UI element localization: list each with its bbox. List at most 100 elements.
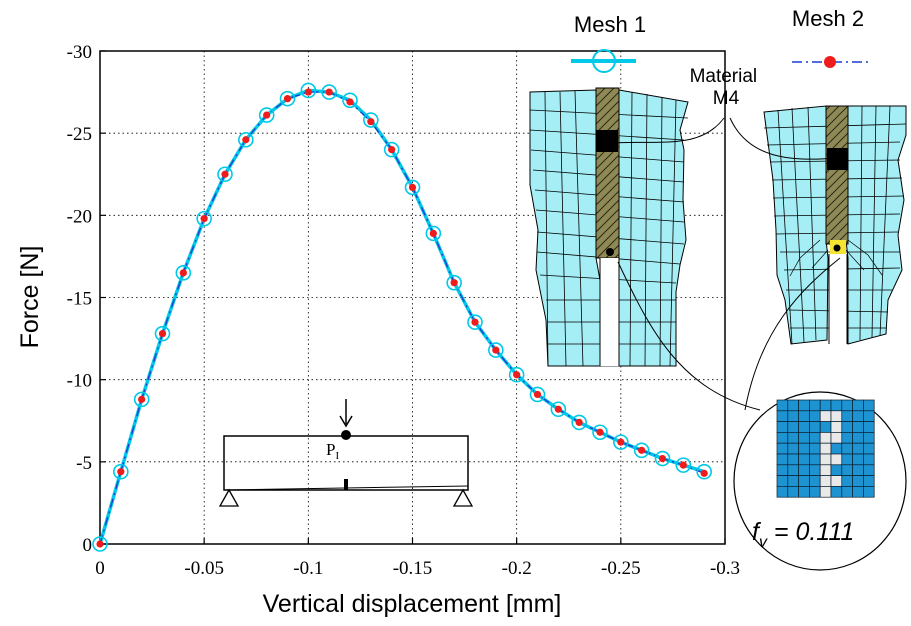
- mesh-1-drawing: [529, 87, 725, 367]
- x-tick-label: -0.25: [601, 558, 641, 579]
- magnified-cell: [809, 486, 821, 498]
- data-point-mesh-2: [96, 540, 104, 548]
- magnified-cell: [830, 421, 843, 433]
- data-point-mesh-1: [383, 141, 400, 158]
- data-point-mesh-1: [550, 401, 567, 418]
- inset-leader-2: [744, 257, 841, 411]
- magnified-cell: [819, 475, 832, 487]
- magnified-cell: [787, 464, 799, 476]
- data-point-mesh-1: [342, 92, 358, 109]
- data-point-mesh-1: [238, 131, 254, 148]
- series-lines: [98, 88, 705, 545]
- data-point-mesh-2: [658, 454, 667, 463]
- x-tick-label: 0: [95, 558, 105, 579]
- y-tick-label: -30: [67, 42, 92, 63]
- magnified-cell: [819, 410, 832, 422]
- legend-label-mesh-1: Mesh 1: [574, 12, 646, 37]
- data-point-mesh-2: [304, 88, 312, 96]
- magnified-cell: [819, 464, 832, 476]
- data-point-mesh-1: [404, 179, 421, 196]
- magnified-cell: [798, 486, 810, 498]
- data-point-mesh-2: [200, 215, 208, 223]
- y-axis-label: Force [N]: [16, 246, 44, 349]
- data-point-mesh-2: [158, 330, 167, 338]
- data-point-mesh-1: [92, 536, 108, 552]
- data-point-mesh-1: [446, 274, 462, 291]
- magnified-cell: [787, 399, 799, 412]
- magnified-cell: [776, 410, 789, 422]
- magnified-cell: [841, 399, 853, 412]
- y-tick-label: -25: [67, 124, 92, 145]
- magnified-cell: [776, 421, 789, 433]
- left-support: [218, 488, 240, 507]
- mesh-1-crack-tip: [606, 248, 614, 256]
- magnified-cell: [852, 442, 864, 455]
- magnified-cell: [841, 486, 853, 498]
- magnified-cell: [809, 432, 821, 444]
- magnified-cell: [787, 475, 799, 487]
- x-tick-label: -0.05: [184, 558, 224, 579]
- magnified-cell: [776, 399, 789, 412]
- material-label-line-2: M4: [713, 88, 740, 109]
- load-point: [341, 430, 351, 440]
- magnified-cell: [776, 432, 789, 444]
- magnified-cell: [863, 421, 875, 433]
- y-tick-label: -15: [67, 289, 92, 310]
- magnified-cell: [776, 475, 789, 487]
- magnified-cell: [819, 432, 832, 444]
- legend-label-mesh-2: Mesh 2: [792, 6, 864, 31]
- magnified-cell: [841, 453, 853, 466]
- magnified-cell: [809, 453, 821, 466]
- material-label: Material M4: [690, 66, 763, 109]
- magnified-cell: [852, 464, 864, 476]
- magnified-cell: [819, 486, 832, 498]
- magnified-cell: [776, 453, 789, 466]
- magnified-cell: [863, 486, 875, 498]
- axis-ticks: 0 -0.05 -0.1 -0.15 -0.2 -0.25 -0.3 0 -5 -10 -15 -20…: [67, 42, 740, 579]
- magnified-cell: [852, 475, 864, 487]
- magnified-cell: [776, 486, 789, 498]
- data-point-mesh-1: [196, 210, 212, 227]
- magnified-cell: [852, 421, 864, 433]
- data-point-mesh-2: [533, 390, 542, 399]
- data-point-mesh-1: [425, 225, 442, 242]
- magnified-cell: [841, 410, 853, 422]
- magnified-cell: [841, 442, 853, 455]
- mesh-1-dark-cell: [596, 130, 618, 152]
- x-tick-label: -0.15: [393, 558, 433, 579]
- magnified-cell: [809, 399, 821, 412]
- data-point-mesh-2: [679, 461, 687, 469]
- magnified-cell: [830, 432, 843, 444]
- mesh-2-crack-tip: [833, 244, 841, 252]
- data-point-mesh-1: [154, 325, 171, 342]
- y-tick-label: -10: [67, 371, 92, 392]
- magnified-cell: [852, 453, 864, 466]
- magnified-cell: [819, 442, 832, 455]
- mesh-2-fine-cells: [789, 239, 883, 277]
- legend-marker-mesh-2: [824, 56, 836, 68]
- load-point-label: PI: [326, 440, 339, 462]
- data-point-mesh-2: [554, 405, 562, 413]
- data-point-mesh-1: [592, 424, 608, 441]
- magnified-cell: [798, 399, 810, 412]
- magnified-cell: [863, 442, 875, 455]
- data-point-mesh-1: [113, 463, 129, 480]
- magnified-cell: [776, 442, 789, 455]
- mesh-2-dark-cell: [827, 148, 848, 170]
- magnified-cell: [830, 453, 843, 466]
- magnified-cell: [841, 475, 853, 487]
- data-point-mesh-1: [675, 457, 692, 473]
- magnified-cell: [798, 442, 810, 455]
- magnified-cell: [863, 432, 875, 444]
- data-point-mesh-2: [450, 279, 458, 287]
- magnified-cell: [809, 475, 821, 487]
- mesh-2-notch: [829, 254, 847, 344]
- data-point-mesh-2: [471, 318, 479, 326]
- magnified-cell: [798, 475, 810, 487]
- data-point-mesh-1: [488, 342, 504, 358]
- data-point-mesh-2: [638, 446, 646, 454]
- load-arrow-icon: [339, 415, 353, 428]
- x-tick-label: -0.2: [502, 558, 532, 579]
- magnified-cell: [830, 410, 843, 422]
